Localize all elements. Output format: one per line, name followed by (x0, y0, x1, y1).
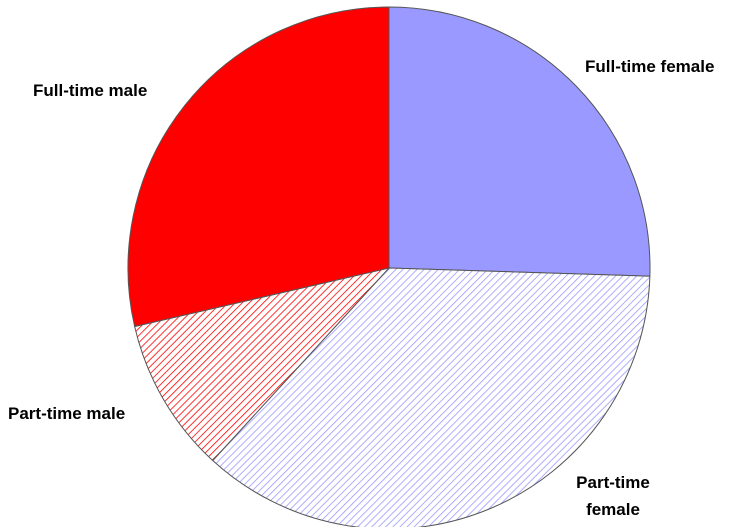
slice-label: Part-time female (576, 473, 650, 519)
slice-label: Full-time female (585, 57, 715, 76)
slice-label: Part-time male (8, 404, 126, 423)
pie-slice (127, 6, 390, 328)
pie-slice (134, 267, 391, 462)
slice-label: Full-time male (33, 81, 148, 100)
pie-slice (212, 267, 651, 527)
pie-slice (388, 6, 651, 277)
